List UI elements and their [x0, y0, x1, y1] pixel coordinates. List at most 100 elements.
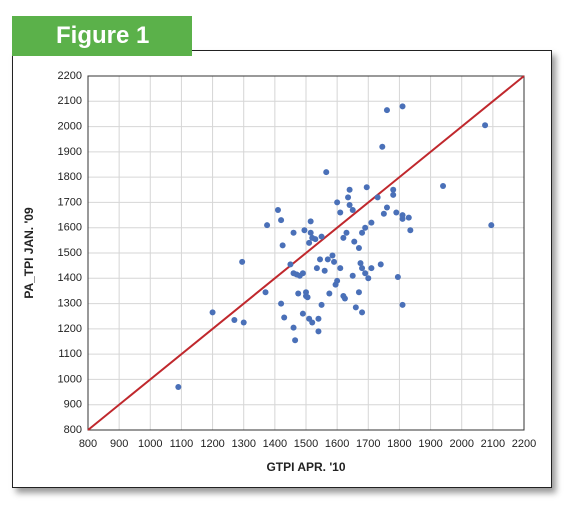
- x-tick-label: 2100: [481, 438, 505, 450]
- point: [351, 238, 358, 245]
- point: [346, 201, 353, 208]
- y-axis-label: PA_TPI JAN. '09: [22, 207, 36, 299]
- point: [290, 229, 297, 236]
- point: [301, 227, 308, 234]
- point: [299, 270, 306, 277]
- x-tick-label: 1100: [170, 438, 194, 450]
- point: [304, 294, 311, 301]
- y-tick-label: 2100: [58, 95, 82, 107]
- point: [279, 242, 286, 249]
- point: [309, 319, 316, 326]
- point: [377, 261, 384, 268]
- point: [321, 267, 328, 274]
- y-tick-label: 1900: [58, 146, 82, 158]
- point: [405, 214, 412, 221]
- x-tick-label: 2200: [512, 438, 536, 450]
- point: [318, 233, 325, 240]
- point: [240, 319, 247, 326]
- point: [239, 258, 246, 265]
- point: [299, 310, 306, 317]
- x-tick-label: 1500: [294, 438, 318, 450]
- y-tick-label: 1700: [58, 196, 82, 208]
- point: [209, 309, 216, 316]
- x-tick-label: 1900: [418, 438, 442, 450]
- point: [334, 199, 341, 206]
- x-tick-label: 900: [110, 438, 128, 450]
- point: [349, 207, 356, 214]
- y-tick-label: 900: [64, 399, 82, 411]
- x-tick-label: 2000: [449, 438, 473, 450]
- point: [313, 265, 320, 272]
- point: [331, 258, 338, 265]
- point: [362, 270, 369, 277]
- point: [380, 210, 387, 217]
- plot-frame: [87, 75, 525, 431]
- point: [315, 315, 322, 322]
- point: [440, 182, 447, 189]
- x-tick-label: 1300: [231, 438, 255, 450]
- point: [488, 222, 495, 229]
- point: [390, 186, 397, 193]
- y-tick-label: 1800: [58, 171, 82, 183]
- point: [337, 265, 344, 272]
- point: [362, 224, 369, 231]
- x-tick-label: 1200: [200, 438, 224, 450]
- point: [383, 204, 390, 211]
- point: [317, 256, 324, 263]
- y-tick-label: 1400: [58, 272, 82, 284]
- x-tick-label: 800: [79, 438, 97, 450]
- y-tick-label: 2200: [58, 70, 82, 82]
- point: [278, 217, 285, 224]
- y-tick-label: 1200: [58, 323, 82, 335]
- point: [318, 301, 325, 308]
- point: [274, 207, 281, 214]
- point: [482, 122, 489, 129]
- y-tick-label: 1300: [58, 297, 82, 309]
- point: [399, 103, 406, 110]
- point: [357, 260, 364, 267]
- point: [399, 212, 406, 219]
- diagonal-line: [87, 75, 525, 431]
- point: [175, 384, 182, 391]
- point: [359, 309, 366, 316]
- point: [349, 272, 356, 279]
- point: [326, 290, 333, 297]
- point: [368, 219, 375, 226]
- point: [379, 143, 386, 150]
- point: [390, 191, 397, 198]
- point: [295, 290, 302, 297]
- point: [324, 256, 331, 263]
- point: [359, 229, 366, 236]
- x-tick-label: 1000: [138, 438, 162, 450]
- point: [363, 184, 370, 191]
- point: [306, 239, 313, 246]
- point: [337, 209, 344, 216]
- point: [278, 300, 285, 307]
- point: [329, 252, 336, 259]
- x-tick-label: 1400: [263, 438, 287, 450]
- point: [345, 194, 352, 201]
- point: [374, 194, 381, 201]
- point: [281, 314, 288, 321]
- y-tick-label: 1600: [58, 222, 82, 234]
- x-tick-label: 1600: [325, 438, 349, 450]
- y-tick-label: 1100: [58, 348, 82, 360]
- point: [231, 317, 238, 324]
- point: [307, 218, 314, 225]
- point: [407, 227, 414, 234]
- point: [393, 209, 400, 216]
- point: [352, 304, 359, 311]
- point: [323, 169, 330, 176]
- point: [368, 265, 375, 272]
- point: [399, 301, 406, 308]
- x-tick-label: 1800: [387, 438, 411, 450]
- point: [341, 295, 348, 302]
- point: [359, 265, 366, 272]
- y-tick-label: 1500: [58, 247, 82, 259]
- x-tick-label: 1700: [356, 438, 380, 450]
- x-axis-label: GTPI APR. '10: [266, 460, 345, 474]
- point: [290, 324, 297, 331]
- point: [334, 277, 341, 284]
